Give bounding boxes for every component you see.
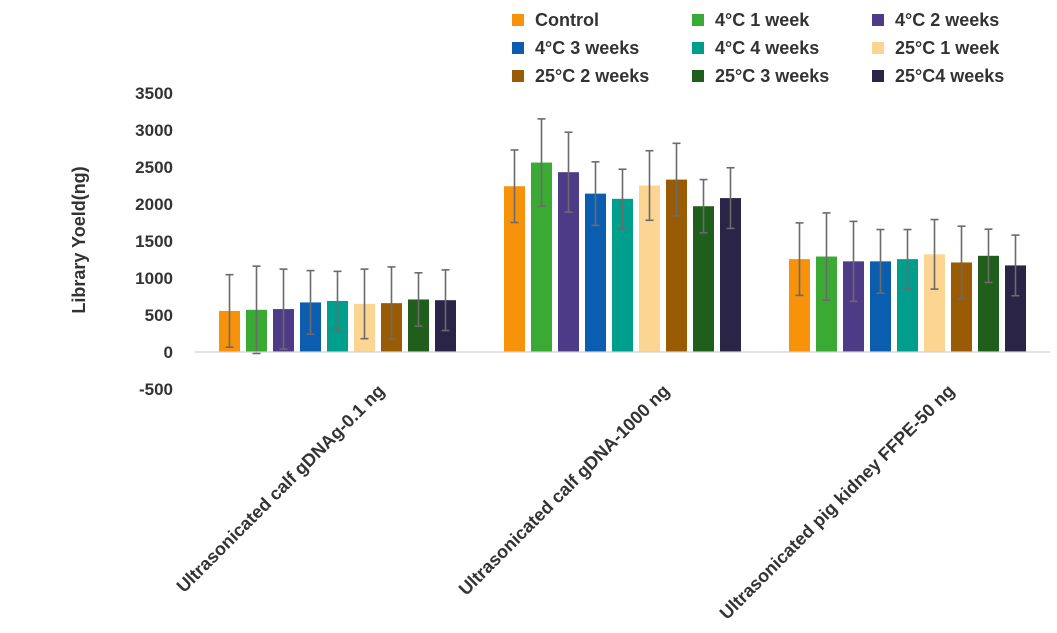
legend-swatch: [692, 42, 704, 54]
bar: [924, 254, 945, 352]
legend-swatch: [512, 70, 524, 82]
legend-swatch: [872, 42, 884, 54]
legend-label: 25°C4 weeks: [895, 66, 1004, 86]
legend-swatch: [872, 14, 884, 26]
x-axis-category-labels: Ultrasonicated calf gDNAg-0.1 ng Ultrason…: [173, 381, 959, 624]
legend-label: 4°C 1 week: [715, 10, 810, 30]
x-category-label: Ultrasonicated pig kidney FFPE-50 ng: [716, 381, 959, 624]
legend-label: 25°C 3 weeks: [715, 66, 829, 86]
legend-label: 4°C 2 weeks: [895, 10, 999, 30]
legend-label: 4°C 3 weeks: [535, 38, 639, 58]
bar: [720, 198, 741, 352]
y-tick-label: 3000: [135, 121, 173, 140]
legend-label: Control: [535, 10, 599, 30]
legend-label: 25°C 1 week: [895, 38, 1000, 58]
error-bars: [225, 118, 1020, 355]
y-tick-label: 3500: [135, 84, 173, 103]
legend-label: 4°C 4 weeks: [715, 38, 819, 58]
legend-swatch: [512, 14, 524, 26]
bar: [951, 262, 972, 352]
bar: [870, 261, 891, 352]
bar: [558, 172, 579, 352]
bar: [693, 206, 714, 352]
bar: [612, 198, 633, 352]
bar: [789, 259, 810, 352]
y-tick-label: 2500: [135, 158, 173, 177]
legend-swatch: [692, 14, 704, 26]
bar: [843, 261, 864, 352]
bar: [1005, 265, 1026, 352]
bar: [816, 256, 837, 352]
bar: [585, 193, 606, 352]
y-tick-label: 500: [145, 306, 173, 325]
legend-swatch: [512, 42, 524, 54]
legend-swatch: [872, 70, 884, 82]
bar: [531, 162, 552, 352]
bar: [666, 179, 687, 352]
y-tick-label: 2000: [135, 195, 173, 214]
y-tick-label: -500: [139, 380, 173, 399]
y-tick-label: 0: [164, 343, 173, 362]
y-tick-label: 1000: [135, 269, 173, 288]
y-axis: -500 0 500 1000 1500 2000 2500 3000 3500: [135, 84, 173, 399]
x-category-label: Ultrasonicated calf gDNAg-0.1 ng: [173, 381, 389, 597]
chart-legend: Control 4°C 1 week 4°C 2 weeks 4°C 3 weeks 4…: [512, 10, 1004, 86]
bar: [978, 255, 999, 352]
bar: [897, 259, 918, 352]
bar: [639, 185, 660, 352]
legend-label: 25°C 2 weeks: [535, 66, 649, 86]
y-tick-label: 1500: [135, 232, 173, 251]
legend-swatch: [692, 70, 704, 82]
y-axis-label: Library Yoeld(ng): [69, 166, 89, 313]
x-category-label: Ultrasonicated calf gDNA-1000 ng: [455, 381, 674, 600]
bar: [504, 186, 525, 352]
